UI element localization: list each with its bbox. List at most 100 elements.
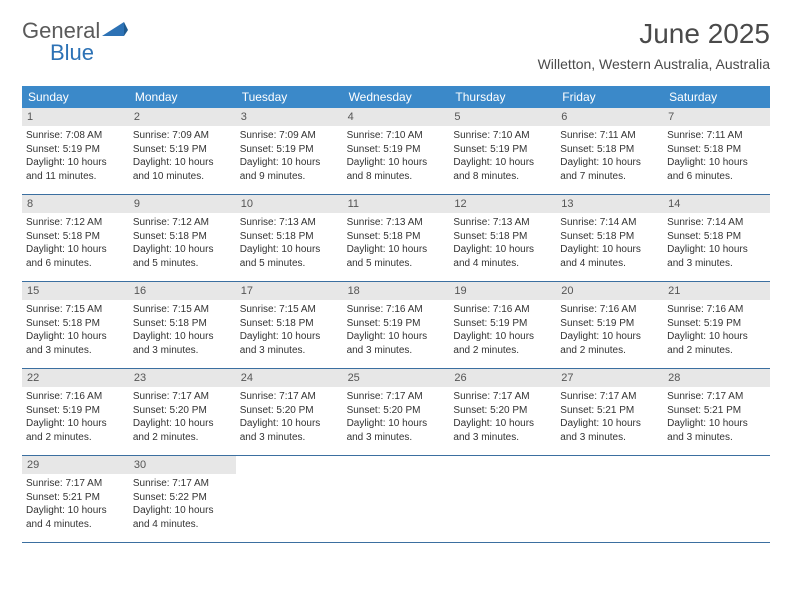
day-number: 15: [22, 282, 129, 300]
day-details: Sunrise: 7:14 AMSunset: 5:18 PMDaylight:…: [667, 216, 766, 270]
day-details: Sunrise: 7:16 AMSunset: 5:19 PMDaylight:…: [453, 303, 552, 357]
calendar-day: [343, 456, 450, 542]
calendar-day: [663, 456, 770, 542]
day-number: 26: [449, 369, 556, 387]
day-number: 21: [663, 282, 770, 300]
calendar-week: 8Sunrise: 7:12 AMSunset: 5:18 PMDaylight…: [22, 195, 770, 282]
day-number: 29: [22, 456, 129, 474]
day-number: 1: [22, 108, 129, 126]
calendar-day: 26 Sunrise: 7:17 AMSunset: 5:20 PMDayligh…: [449, 369, 556, 455]
weekday-header-row: SundayMondayTuesdayWednesdayThursdayFrid…: [22, 86, 770, 108]
day-details: Sunrise: 7:17 AMSunset: 5:21 PMDaylight:…: [667, 390, 766, 444]
day-number: 9: [129, 195, 236, 213]
calendar-day: 28 Sunrise: 7:17 AMSunset: 5:21 PMDayligh…: [663, 369, 770, 455]
calendar-day: 10 Sunrise: 7:13 AMSunset: 5:18 PMDayligh…: [236, 195, 343, 281]
calendar-day: 23 Sunrise: 7:17 AMSunset: 5:20 PMDayligh…: [129, 369, 236, 455]
calendar-day: [556, 456, 663, 542]
day-details: Sunrise: 7:17 AMSunset: 5:20 PMDaylight:…: [240, 390, 339, 444]
day-details: Sunrise: 7:17 AMSunset: 5:22 PMDaylight:…: [133, 477, 232, 531]
page-title: June 2025: [538, 18, 770, 50]
day-details: Sunrise: 7:10 AMSunset: 5:19 PMDaylight:…: [347, 129, 446, 183]
calendar-day: 25Sunrise: 7:17 AMSunset: 5:20 PMDayligh…: [343, 369, 450, 455]
calendar-day: 16Sunrise: 7:15 AMSunset: 5:18 PMDayligh…: [129, 282, 236, 368]
day-number: 25: [343, 369, 450, 387]
day-details: Sunrise: 7:09 AMSunset: 5:19 PMDaylight:…: [240, 129, 339, 183]
calendar-day: 27 Sunrise: 7:17 AMSunset: 5:21 PMDayligh…: [556, 369, 663, 455]
calendar-day: 3 Sunrise: 7:09 AMSunset: 5:19 PMDaylight…: [236, 108, 343, 194]
header: General Blue June 2025 Willetton, Wester…: [0, 0, 792, 76]
day-number: 5: [449, 108, 556, 126]
calendar-day: 12 Sunrise: 7:13 AMSunset: 5:18 PMDayligh…: [449, 195, 556, 281]
calendar-day: 14 Sunrise: 7:14 AMSunset: 5:18 PMDayligh…: [663, 195, 770, 281]
weekday-header: Monday: [129, 86, 236, 108]
day-details: Sunrise: 7:15 AMSunset: 5:18 PMDaylight:…: [240, 303, 339, 357]
day-details: Sunrise: 7:17 AMSunset: 5:21 PMDaylight:…: [560, 390, 659, 444]
calendar-day: [236, 456, 343, 542]
calendar-week: 29 Sunrise: 7:17 AMSunset: 5:21 PMDayligh…: [22, 456, 770, 543]
logo: General Blue: [22, 18, 128, 66]
weekday-header: Tuesday: [236, 86, 343, 108]
day-details: Sunrise: 7:11 AMSunset: 5:18 PMDaylight:…: [667, 129, 766, 183]
day-number: 24: [236, 369, 343, 387]
day-details: Sunrise: 7:15 AMSunset: 5:18 PMDaylight:…: [26, 303, 125, 357]
weekday-header: Wednesday: [343, 86, 450, 108]
calendar-day: 6Sunrise: 7:11 AMSunset: 5:18 PMDaylight…: [556, 108, 663, 194]
day-number: 20: [556, 282, 663, 300]
calendar-day: 9 Sunrise: 7:12 AMSunset: 5:18 PMDaylight…: [129, 195, 236, 281]
weekday-header: Friday: [556, 86, 663, 108]
day-number: 10: [236, 195, 343, 213]
day-details: Sunrise: 7:13 AMSunset: 5:18 PMDaylight:…: [240, 216, 339, 270]
day-details: Sunrise: 7:17 AMSunset: 5:21 PMDaylight:…: [26, 477, 125, 531]
calendar-day: 11Sunrise: 7:13 AMSunset: 5:18 PMDayligh…: [343, 195, 450, 281]
day-number: 3: [236, 108, 343, 126]
day-details: Sunrise: 7:16 AMSunset: 5:19 PMDaylight:…: [667, 303, 766, 357]
day-details: Sunrise: 7:13 AMSunset: 5:18 PMDaylight:…: [347, 216, 446, 270]
day-details: Sunrise: 7:13 AMSunset: 5:18 PMDaylight:…: [453, 216, 552, 270]
day-details: Sunrise: 7:16 AMSunset: 5:19 PMDaylight:…: [347, 303, 446, 357]
calendar-day: 17 Sunrise: 7:15 AMSunset: 5:18 PMDayligh…: [236, 282, 343, 368]
calendar-day: 13 Sunrise: 7:14 AMSunset: 5:18 PMDayligh…: [556, 195, 663, 281]
page-subtitle: Willetton, Western Australia, Australia: [538, 56, 770, 72]
day-number: 17: [236, 282, 343, 300]
calendar-day: 18Sunrise: 7:16 AMSunset: 5:19 PMDayligh…: [343, 282, 450, 368]
day-number: 7: [663, 108, 770, 126]
calendar-day: 24 Sunrise: 7:17 AMSunset: 5:20 PMDayligh…: [236, 369, 343, 455]
logo-text-blue: Blue: [50, 40, 94, 66]
calendar-week: 22Sunrise: 7:16 AMSunset: 5:19 PMDayligh…: [22, 369, 770, 456]
day-number: 12: [449, 195, 556, 213]
calendar-day: 5 Sunrise: 7:10 AMSunset: 5:19 PMDaylight…: [449, 108, 556, 194]
day-number: 6: [556, 108, 663, 126]
day-number: 14: [663, 195, 770, 213]
calendar-day: 15 Sunrise: 7:15 AMSunset: 5:18 PMDayligh…: [22, 282, 129, 368]
weekday-header: Saturday: [663, 86, 770, 108]
day-details: Sunrise: 7:16 AMSunset: 5:19 PMDaylight:…: [560, 303, 659, 357]
calendar-day: 30Sunrise: 7:17 AMSunset: 5:22 PMDayligh…: [129, 456, 236, 542]
day-number: 23: [129, 369, 236, 387]
day-details: Sunrise: 7:15 AMSunset: 5:18 PMDaylight:…: [133, 303, 232, 357]
day-details: Sunrise: 7:17 AMSunset: 5:20 PMDaylight:…: [453, 390, 552, 444]
day-number: 8: [22, 195, 129, 213]
day-details: Sunrise: 7:14 AMSunset: 5:18 PMDaylight:…: [560, 216, 659, 270]
day-number: 13: [556, 195, 663, 213]
day-number: 19: [449, 282, 556, 300]
day-details: Sunrise: 7:08 AMSunset: 5:19 PMDaylight:…: [26, 129, 125, 183]
day-number: 22: [22, 369, 129, 387]
calendar-week: 1 Sunrise: 7:08 AMSunset: 5:19 PMDaylight…: [22, 108, 770, 195]
day-details: Sunrise: 7:09 AMSunset: 5:19 PMDaylight:…: [133, 129, 232, 183]
calendar-day: 7 Sunrise: 7:11 AMSunset: 5:18 PMDaylight…: [663, 108, 770, 194]
weekday-header: Thursday: [449, 86, 556, 108]
calendar-day: 4Sunrise: 7:10 AMSunset: 5:19 PMDaylight…: [343, 108, 450, 194]
day-details: Sunrise: 7:12 AMSunset: 5:18 PMDaylight:…: [133, 216, 232, 270]
day-number: 2: [129, 108, 236, 126]
day-details: Sunrise: 7:17 AMSunset: 5:20 PMDaylight:…: [133, 390, 232, 444]
calendar-day: 21 Sunrise: 7:16 AMSunset: 5:19 PMDayligh…: [663, 282, 770, 368]
calendar-day: 8 Sunrise: 7:12 AMSunset: 5:18 PMDaylight…: [22, 195, 129, 281]
calendar-week: 15Sunrise: 7:15 AMSunset: 5:18 PMDayligh…: [22, 282, 770, 369]
day-details: Sunrise: 7:10 AMSunset: 5:19 PMDaylight:…: [453, 129, 552, 183]
calendar: SundayMondayTuesdayWednesdayThursdayFrid…: [22, 86, 770, 543]
day-details: Sunrise: 7:12 AMSunset: 5:18 PMDaylight:…: [26, 216, 125, 270]
day-number: 27: [556, 369, 663, 387]
calendar-day: 1 Sunrise: 7:08 AMSunset: 5:19 PMDaylight…: [22, 108, 129, 194]
logo-triangle-icon: [102, 20, 128, 43]
day-number: 28: [663, 369, 770, 387]
